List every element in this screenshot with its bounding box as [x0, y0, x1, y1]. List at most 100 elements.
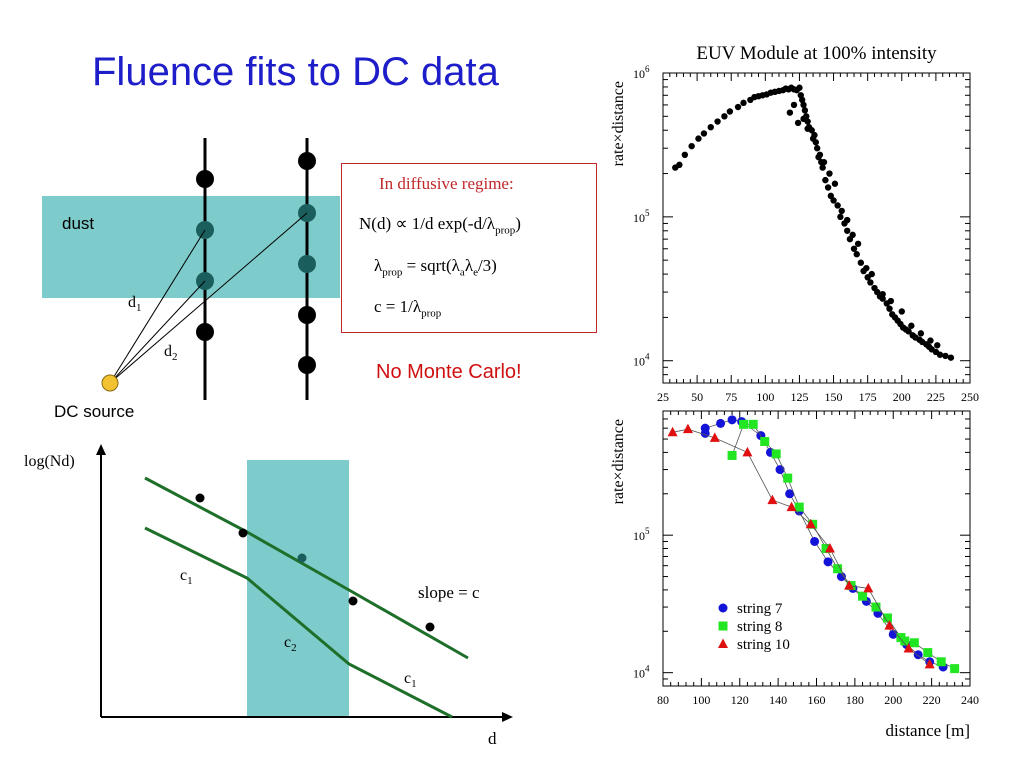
data-point	[800, 101, 807, 109]
data-point	[844, 580, 855, 590]
data-point	[857, 259, 865, 266]
d1-label: d1	[128, 294, 142, 314]
data-point	[867, 279, 874, 286]
x-axis-arrow	[502, 712, 513, 722]
data-point	[801, 107, 809, 114]
data-point	[695, 135, 702, 142]
data-point	[824, 184, 832, 191]
data-point	[815, 153, 822, 161]
data-point	[934, 342, 941, 349]
data-point	[785, 489, 795, 499]
geometry-diagram: dust d1 d2	[42, 138, 340, 400]
string-dom-dot	[298, 152, 316, 170]
distance-line-d1b	[109, 280, 206, 384]
x-tick-label: 100	[756, 390, 774, 404]
data-point	[834, 202, 841, 209]
sketch-data-point	[348, 596, 358, 606]
data-point	[794, 502, 804, 512]
sketch-data-point	[425, 622, 435, 632]
data-point	[887, 297, 895, 305]
sketch-plot: log(Nd) d slope = c c1 c2 c1	[24, 444, 513, 748]
x-axis-label: d	[488, 729, 497, 748]
x-tick-label: 240	[961, 693, 979, 707]
y-tick-label: 104	[633, 664, 650, 681]
c1-label-right: c1	[404, 670, 417, 690]
legend-marker	[718, 603, 728, 613]
data-point	[783, 473, 793, 483]
data-point	[942, 352, 949, 360]
dust-label: dust	[62, 214, 94, 233]
x-tick-label: 50	[691, 390, 703, 404]
y-tick-label: 106	[633, 64, 650, 81]
x-axis-label: distance [m]	[886, 721, 971, 740]
data-point	[767, 494, 778, 505]
x-tick-label: 200	[884, 693, 902, 707]
y-axis-arrow	[96, 444, 106, 455]
data-point	[688, 142, 695, 150]
data-point	[819, 164, 826, 171]
data-point	[775, 465, 785, 475]
data-point	[831, 180, 839, 187]
x-tick-label: 100	[692, 693, 710, 707]
data-point	[844, 216, 851, 224]
slope-label: slope = c	[418, 583, 480, 602]
x-tick-label: 180	[846, 693, 864, 707]
data-point	[742, 446, 753, 457]
formula-line-3: c = 1/λprop	[374, 297, 442, 320]
data-point	[739, 419, 749, 429]
string-dom-dot	[298, 356, 316, 374]
formula-box: In diffusive regime: N(d) ∝ 1/d exp(-d/λ…	[341, 163, 597, 333]
data-point	[858, 591, 868, 601]
data-point	[884, 620, 895, 630]
data-point	[905, 328, 912, 335]
data-point	[805, 518, 816, 529]
data-point	[707, 123, 714, 131]
data-point	[790, 101, 798, 109]
x-tick-label: 160	[808, 693, 826, 707]
legend-label: string 10	[737, 637, 790, 653]
data-point	[936, 351, 944, 358]
x-tick-label: 175	[859, 390, 877, 404]
data-point	[798, 96, 806, 104]
dust-band	[247, 460, 349, 717]
data-point	[760, 437, 770, 447]
data-point	[727, 415, 737, 425]
string-dom-dot	[196, 170, 214, 188]
no-monte-carlo-note: No Monte Carlo!	[376, 361, 522, 383]
c2-label: c2	[284, 634, 297, 654]
data-point	[923, 648, 933, 658]
sketch-data-point	[195, 493, 205, 503]
data-point	[826, 170, 833, 177]
x-tick-label: 80	[657, 693, 669, 707]
euv-module-chart: EUV Module at 100% intensity 25 50 75 100 125…	[610, 43, 979, 404]
legend-label: string 7	[737, 601, 783, 617]
data-point	[917, 330, 925, 337]
fit-line-lower	[144, 526, 453, 719]
data-point	[682, 423, 693, 434]
x-tick-label: 150	[825, 390, 843, 404]
data-point	[681, 151, 689, 159]
data-point	[868, 270, 875, 278]
x-tick-label: 75	[725, 390, 737, 404]
data-point	[804, 125, 811, 132]
data-point	[786, 501, 797, 512]
y-axis-label: log(Nd)	[24, 453, 75, 470]
data-point	[871, 602, 881, 612]
data-point	[667, 426, 678, 437]
y-tick-label: 105	[633, 526, 650, 543]
dust-layer	[42, 196, 340, 298]
data-point	[844, 227, 851, 234]
data-point	[823, 557, 833, 567]
strings-chart: 80 100 120 140 160 180 200 220 240 104 105 distance…	[610, 410, 979, 740]
data-point	[838, 207, 845, 215]
data-point	[898, 308, 905, 315]
data-point	[837, 213, 844, 221]
data-point	[796, 84, 803, 91]
data-point	[908, 322, 915, 329]
data-point	[950, 664, 960, 674]
data-point	[726, 108, 734, 115]
data-point	[936, 657, 946, 667]
c1-label-left: c1	[180, 567, 193, 587]
data-point	[924, 658, 935, 669]
legend-label: string 8	[737, 619, 782, 635]
